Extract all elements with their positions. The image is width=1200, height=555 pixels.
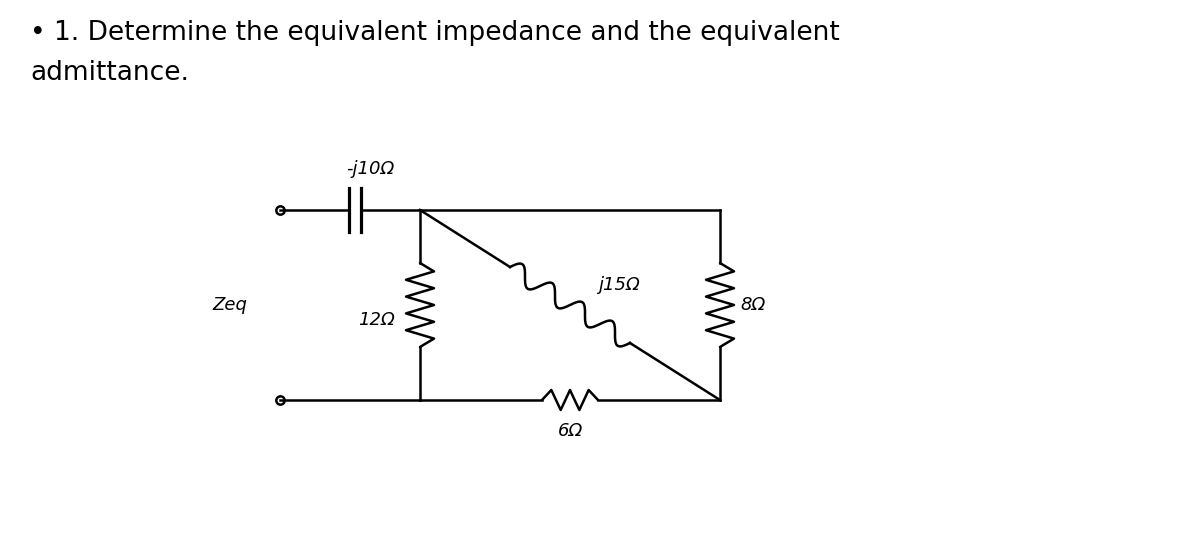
Text: Zeq: Zeq <box>212 296 247 314</box>
Text: 6Ω: 6Ω <box>557 422 583 440</box>
Text: 12Ω: 12Ω <box>359 311 395 329</box>
Text: • 1. Determine the equivalent impedance and the equivalent: • 1. Determine the equivalent impedance … <box>30 20 840 46</box>
Text: j15Ω: j15Ω <box>598 276 640 294</box>
Text: 8Ω: 8Ω <box>740 296 766 314</box>
Text: admittance.: admittance. <box>30 60 190 86</box>
Text: -j10Ω: -j10Ω <box>346 160 394 178</box>
